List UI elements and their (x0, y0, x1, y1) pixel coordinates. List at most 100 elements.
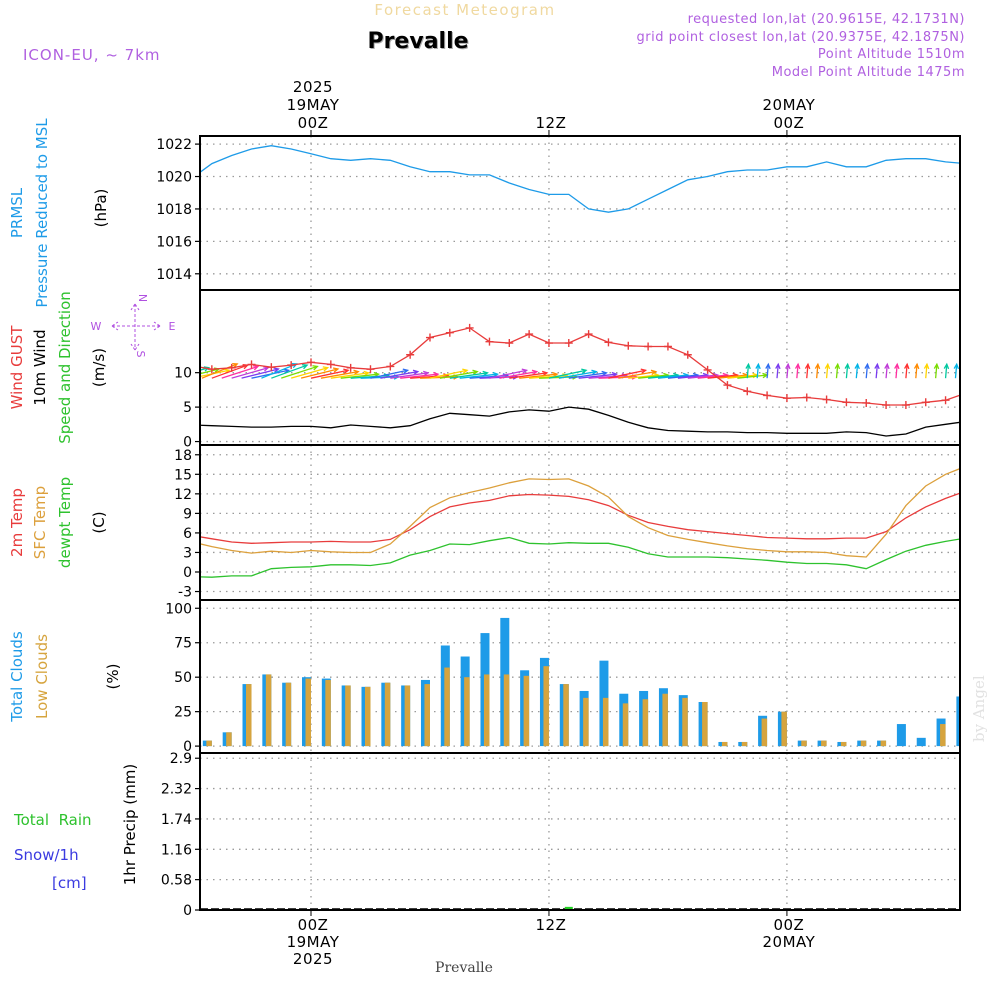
wind-arrow (400, 373, 439, 379)
wind-arrow (727, 374, 758, 379)
wind-arrow (746, 364, 750, 379)
panel-clouds: 0 25 50 75 100 Total Clouds Low Clouds (%) (8, 599, 961, 755)
time-axis-bottom: 00Z19MAY202512Z00Z20MAY12Z00Z21MAY12Z (287, 910, 815, 968)
y-tick-label: 100 (165, 601, 192, 617)
low-cloud-bar (543, 666, 549, 747)
panel-pressure: 1014 1016 1018 1020 1022 PRMSL Pressure Reduce… (8, 118, 961, 308)
wind-arrow (271, 364, 308, 379)
wind-arrow-head (755, 362, 761, 370)
time-axis-top: 202519MAY00Z12Z20MAY00Z12Z21MAY00Z12Z (287, 78, 815, 136)
low-cloud-bar (682, 697, 688, 747)
panel-wind: 0 5 10 Wind GUST 10m Wind Speed and Direction… (8, 289, 961, 451)
y-axis-label: (hPa) (92, 189, 110, 228)
series-line (200, 406, 960, 437)
wind-arrow (320, 370, 359, 379)
wind-arrow-head (591, 369, 598, 376)
wind-arrow (519, 373, 558, 379)
wind-arrow (300, 368, 339, 379)
plot-area (200, 145, 960, 213)
wind-arrow (875, 364, 879, 379)
meteogram-title: Forecast Meteogram (374, 1, 555, 19)
wind-arrow (429, 369, 468, 379)
y-axis-label: Total Clouds (8, 631, 26, 723)
wind-arrow (330, 372, 369, 379)
y-tick-label: 0 (183, 435, 192, 451)
low-cloud-bar (206, 740, 212, 747)
y-axis-label: 1hr Precip (mm) (121, 764, 139, 885)
wind-arrow-head (232, 362, 239, 369)
low-cloud-bar (226, 732, 232, 747)
wind-arrow-head (402, 368, 410, 374)
y-tick-label: 75 (174, 636, 192, 652)
gust-marker (207, 365, 216, 374)
wind-arrow-head (923, 362, 930, 370)
wind-arrow-head (322, 366, 330, 372)
y-tick-label: 15 (174, 467, 192, 483)
wind-arrow (479, 376, 518, 379)
wind-arrow (667, 374, 698, 379)
gust-marker (346, 363, 355, 372)
wind-arrow-head (824, 362, 831, 370)
wind-arrow-head (765, 362, 771, 370)
y-tick-label: 25 (174, 705, 192, 721)
wind-arrow-head (874, 362, 880, 370)
gust-marker (525, 330, 534, 339)
total-cloud-bar (896, 724, 906, 747)
watermark: by Angel (970, 675, 988, 742)
wind-arrow (707, 374, 738, 379)
low-cloud-bar (246, 684, 252, 747)
y-tick-label: 5 (183, 400, 192, 416)
wind-arrow (845, 364, 849, 379)
wind-arrow (885, 364, 888, 379)
wind-arrow-head (312, 365, 319, 371)
gust-marker (247, 360, 256, 369)
wind-arrow-head (601, 370, 608, 377)
wind-arrow (865, 364, 869, 379)
wind-arrow-head (884, 362, 890, 370)
gust-marker (267, 363, 276, 372)
y-tick-label: 0 (183, 903, 192, 919)
low-cloud-bar (781, 711, 787, 747)
low-cloud-bar (761, 718, 768, 747)
time-label-top: 12Z (536, 114, 567, 132)
gust-marker (386, 362, 395, 371)
gust-marker (505, 339, 514, 348)
gust-marker (445, 328, 454, 337)
wind-arrow-head (804, 362, 811, 370)
wind-arrow (697, 374, 728, 379)
total-cloud-bar (916, 737, 926, 747)
y-tick-label: 0 (183, 739, 192, 755)
wind-arrow (657, 374, 688, 379)
wind-arrow (290, 367, 328, 379)
y-tick-label: 12 (174, 487, 192, 503)
wind-arrow (895, 364, 898, 379)
wind-arrow (390, 372, 429, 379)
low-cloud-bar (285, 682, 292, 747)
wind-arrow (558, 370, 597, 379)
low-cloud-bar (602, 697, 609, 747)
time-label-top: 00Z (773, 114, 804, 132)
y-tick-label: 1016 (156, 234, 192, 250)
time-label-bottom: 00Z (298, 916, 329, 934)
wind-arrow (509, 372, 548, 379)
gust-marker (822, 395, 831, 404)
wind-arrow (499, 370, 537, 379)
wind-arrow-head (854, 362, 860, 370)
wind-arrow-head (343, 368, 350, 374)
wind-arrow (905, 364, 908, 379)
gust-marker (604, 338, 613, 347)
gust-marker (763, 391, 772, 400)
y-axis-label: Wind GUST (8, 325, 26, 410)
wind-arrow (756, 364, 760, 379)
wind-arrow (241, 368, 279, 379)
y-axis-label: PRMSL (8, 187, 26, 238)
time-label-bottom: 00Z (773, 916, 804, 934)
gust-marker (842, 398, 851, 407)
gust-marker (782, 394, 791, 403)
gust-marker (743, 387, 752, 396)
gust-marker (544, 339, 553, 348)
gust-marker (307, 358, 315, 367)
compass-ns-arrow (130, 303, 140, 351)
wind-arrow-head (531, 369, 539, 376)
low-cloud-bar (305, 678, 311, 747)
